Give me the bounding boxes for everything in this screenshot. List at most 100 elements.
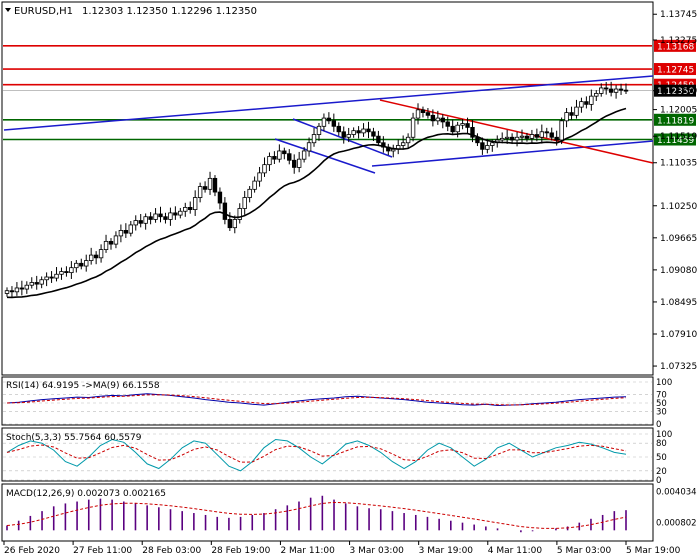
candle-body [29,282,34,286]
candle-body [559,120,564,141]
candle-body [316,125,322,135]
candle-body [301,150,307,160]
indicator-level-label: 50 [656,399,667,409]
price-tick-label: 1.12350 [660,87,697,97]
candle-body [232,219,237,229]
level-label-1.11459: 1.11459 [657,136,694,146]
candle-body [574,106,579,116]
candle-body [400,142,406,146]
time-tick-label: 2 Mar 11:00 [280,546,335,556]
candle-body [24,284,30,290]
indicator-level-label: 0 [656,476,661,486]
candle-body [381,142,386,148]
candle-body [544,131,549,134]
candle-body [197,186,203,198]
indicator-level-label: 50 [656,453,667,463]
price-tick-label: 1.11519 [660,132,697,142]
candle-body [336,125,341,133]
candle-body [415,109,421,119]
trendline-upper-channel [3,75,654,131]
candle-body [34,282,39,285]
candle-body [9,290,15,293]
candle-body [183,207,188,212]
price-axis: 1.13745 1.13275 1.12350 1.12005 1.11519 1.110… [653,10,697,372]
candle-body [44,276,49,281]
candle-body [296,158,302,168]
candle-body [306,142,312,152]
price-tick-label: 1.07910 [660,330,697,340]
price-tick-label: 1.13275 [660,36,697,46]
candle-body [64,271,69,274]
price-tick-label: 1.09665 [660,234,697,244]
candle-body [554,136,559,141]
candle-body [594,93,599,97]
candle-body [282,150,287,155]
rsi-label: RSI(14) 64.9195 ->MA(9) 66.1558 [6,381,160,391]
candle-body [608,88,614,93]
candle-body [272,156,277,160]
candle-body [351,130,356,135]
candle-body [252,180,257,190]
candle-body [623,89,629,92]
price-tick-label: 1.11035 [660,159,697,169]
candle-body [430,114,436,122]
level-label-bg [654,39,696,52]
candle-body [148,216,153,220]
stoch-panel-frame [1,427,654,482]
candle-body [59,271,64,275]
candle-body [569,112,574,116]
candle-body [599,87,604,94]
candle-body [420,109,426,114]
time-tick-label: 27 Feb 11:00 [73,546,132,556]
candle-body [356,130,361,134]
candle-body [98,249,104,259]
candle-body [376,135,381,144]
candle-body [217,191,223,204]
candle-body [465,123,470,128]
candle-body [222,202,228,220]
price-tick-label: 1.08495 [660,298,697,308]
candle-body [450,125,455,133]
rsi-panel-frame [1,376,654,426]
candle-body [519,135,525,138]
candle-body [113,235,119,245]
candle-body [410,117,416,138]
candle-body [287,153,292,161]
candle-body [549,132,554,138]
candle-body [39,279,44,285]
trendline-red-down [379,99,654,164]
candle-body [93,254,99,259]
candle-body [509,136,515,141]
stoch-label: Stoch(5,3,3) 55.7564 60.5579 [6,433,142,443]
macd-panel-frame [1,483,654,542]
candle-body [74,262,79,269]
candle-body [178,210,183,216]
candle-body [4,290,10,294]
candle-body [440,117,445,123]
indicator-level-label: 100 [656,430,672,440]
candle-body [163,216,168,220]
indicator-main-line [6,393,627,407]
level-label-bg [654,113,696,126]
macd-label: MACD(12,26,9) 0.002073 0.002165 [6,489,166,499]
candle-body [277,150,282,160]
candle-body [504,136,510,139]
time-tick-label: 28 Feb 19:00 [211,546,270,556]
current-price-label: 1.12350 [657,87,694,97]
time-tick-label: 3 Mar 19:00 [419,546,474,556]
dropdown-triangle-icon[interactable] [5,8,11,12]
candle-body [613,88,619,93]
level-label-1.12745: 1.12745 [657,66,694,76]
candle-body [564,112,569,122]
candle-body [267,156,272,166]
level-label-1.13168: 1.13168 [657,42,694,52]
candle-body [445,121,450,127]
candle-body [529,134,535,139]
candle-body [470,126,475,138]
price-tick-label: 1.12005 [660,106,697,116]
candle-body [49,276,54,279]
indicator-level-label: 0.000802 [656,519,697,529]
indicator-level-label: 80 [656,439,667,449]
